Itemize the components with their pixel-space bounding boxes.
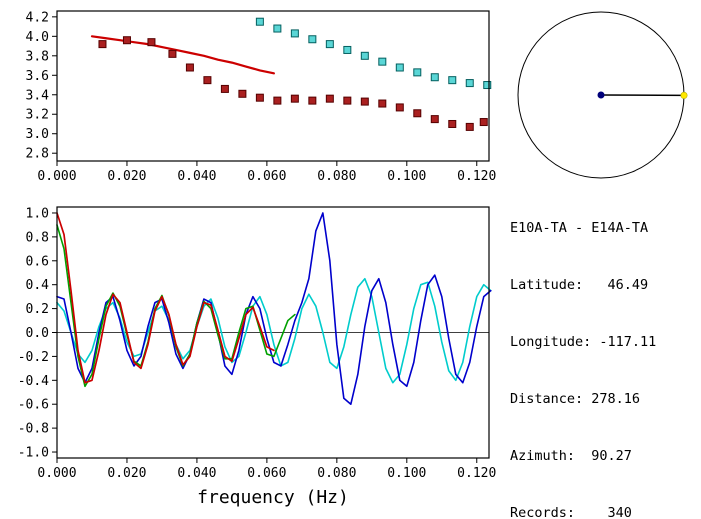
data-point-square xyxy=(413,68,422,77)
y-tick-label: 2.8 xyxy=(26,147,49,162)
data-point-square xyxy=(220,84,229,93)
station-info-panel: E10A-TA - E14A-TA Latitude: 46.49 Longit… xyxy=(510,181,656,519)
x-tick-label: 0.120 xyxy=(457,169,496,184)
x-tick-label: 0.060 xyxy=(247,466,286,481)
model-dispersion-curve xyxy=(90,35,275,75)
data-point-square xyxy=(343,45,352,54)
panel-border xyxy=(56,10,490,162)
info-line-records: Records: 340 xyxy=(510,505,632,519)
info-line-distance: Distance: 278.16 xyxy=(510,391,641,407)
x-tick-label: 0.100 xyxy=(387,466,426,481)
data-point-square xyxy=(479,118,488,127)
correlation-panel: 0.000 0.020 0.040 0.060 0.080 0.100 0.120 -1.0 -… xyxy=(18,206,496,508)
data-point-square xyxy=(147,38,156,47)
y-tick-label: 1.0 xyxy=(26,206,49,221)
data-point-square xyxy=(413,109,422,118)
blue-trace xyxy=(56,212,492,406)
azimuth-dial xyxy=(517,11,688,179)
x-tick-label: 0.120 xyxy=(457,466,496,481)
data-point-square xyxy=(395,103,404,112)
data-point-square xyxy=(203,76,212,85)
info-line-latitude: Latitude: 46.49 xyxy=(510,277,649,293)
dial-center-dot xyxy=(597,91,605,99)
y-tick-label: 3.4 xyxy=(26,88,50,103)
data-point-square xyxy=(360,97,369,106)
data-point-square xyxy=(122,36,131,45)
data-point-square xyxy=(430,73,439,82)
data-point-square xyxy=(238,89,247,98)
data-point-square xyxy=(465,79,474,88)
y-tick-label: 0.0 xyxy=(26,326,49,341)
red-trace xyxy=(56,212,275,384)
data-point-square xyxy=(378,57,387,66)
y-tick-label: 3.0 xyxy=(26,127,49,142)
y-tick-label: 3.8 xyxy=(26,49,49,64)
y-tick-label: -0.6 xyxy=(18,398,49,413)
data-point-square xyxy=(185,63,194,72)
station-pair-title: E10A-TA - E14A-TA xyxy=(510,220,649,236)
data-point-square xyxy=(395,63,404,72)
info-line-longitude: Longitude: -117.11 xyxy=(510,334,657,350)
y-tick-label: 0.8 xyxy=(26,230,49,245)
x-tick-label: 0.040 xyxy=(177,466,216,481)
cyan-trace xyxy=(56,277,492,384)
y-tick-label: -0.2 xyxy=(18,350,49,365)
info-line-azimuth: Azimuth: 90.27 xyxy=(510,448,632,464)
y-tick-label: 3.2 xyxy=(26,108,49,123)
y-tick-label: 0.4 xyxy=(26,278,50,293)
observed-phase-velocity-red-squares xyxy=(98,36,488,131)
data-point-square xyxy=(325,40,334,49)
data-point-square xyxy=(343,96,352,105)
dial-azimuth-marker-dot xyxy=(680,91,688,99)
data-point-square xyxy=(360,51,369,60)
data-point-square xyxy=(255,93,264,102)
x-tick-label: 0.000 xyxy=(37,169,76,184)
y-tick-label: -0.4 xyxy=(18,374,49,389)
data-point-square xyxy=(168,49,177,58)
x-axis-title: frequency (Hz) xyxy=(197,487,349,508)
data-point-square xyxy=(273,24,282,33)
data-point-square xyxy=(378,99,387,108)
x-tick-label: 0.040 xyxy=(177,169,216,184)
data-point-square xyxy=(430,115,439,124)
x-tick-label: 0.080 xyxy=(317,169,356,184)
y-tick-label: 0.2 xyxy=(26,302,49,317)
y-tick-label: -1.0 xyxy=(18,446,49,461)
y-tick-label: 3.6 xyxy=(26,69,49,84)
y-tick-label: 4.2 xyxy=(26,10,49,25)
data-point-square xyxy=(290,94,299,103)
data-point-square xyxy=(325,94,334,103)
data-point-square xyxy=(448,119,457,128)
y-tick-label: 4.0 xyxy=(26,30,49,45)
x-tick-label: 0.000 xyxy=(37,466,76,481)
x-tick-label: 0.020 xyxy=(107,466,146,481)
data-point-square xyxy=(273,96,282,105)
x-tick-label: 0.060 xyxy=(247,169,286,184)
observed-phase-velocity-cyan-squares xyxy=(255,17,492,90)
x-tick-label: 0.020 xyxy=(107,169,146,184)
data-point-square xyxy=(448,76,457,85)
y-tick-label: 0.6 xyxy=(26,254,49,269)
dispersion-panel: 0.000 0.020 0.040 0.060 0.080 0.100 0.120 2.8 3.… xyxy=(26,10,497,184)
data-point-square xyxy=(483,81,492,90)
data-point-square xyxy=(290,29,299,38)
x-tick-label: 0.100 xyxy=(387,169,426,184)
data-point-square xyxy=(255,17,264,26)
data-point-square xyxy=(98,40,107,49)
y-tick-label: -0.8 xyxy=(18,422,49,437)
data-point-square xyxy=(465,122,474,131)
x-tick-label: 0.080 xyxy=(317,466,356,481)
data-point-square xyxy=(308,35,317,44)
panel-border xyxy=(56,206,490,459)
data-point-square xyxy=(308,96,317,105)
